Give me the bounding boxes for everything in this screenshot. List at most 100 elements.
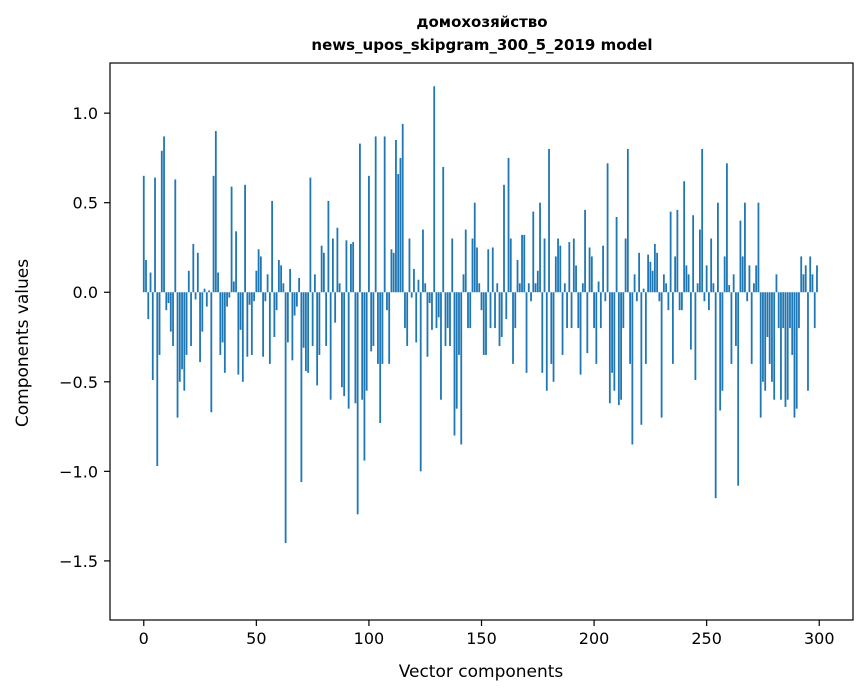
bar (185, 292, 188, 355)
bar (708, 292, 710, 311)
bar (266, 274, 269, 293)
bar (246, 292, 249, 357)
bar (489, 292, 492, 329)
bar (469, 292, 472, 329)
bar (548, 148, 550, 293)
bar (453, 292, 456, 436)
bar (739, 220, 742, 293)
bar (671, 292, 674, 364)
bar (271, 200, 274, 293)
bar (172, 292, 174, 346)
bar (557, 238, 559, 293)
bar (653, 243, 656, 293)
bar (350, 243, 352, 293)
bar (399, 157, 402, 293)
bar (406, 292, 409, 346)
bar (816, 265, 818, 293)
bar (289, 268, 292, 293)
x-tick-label: 0 (139, 629, 149, 648)
bar (390, 249, 393, 293)
bar (753, 283, 755, 293)
bars-group (142, 86, 818, 543)
bar (750, 292, 753, 364)
bar (336, 227, 339, 293)
bar (581, 283, 584, 293)
bar (363, 292, 366, 461)
bar (649, 261, 652, 293)
bar (413, 268, 415, 293)
bar (145, 260, 147, 293)
bar (169, 292, 172, 332)
bar (705, 265, 708, 293)
bar (777, 292, 780, 329)
bar (539, 202, 541, 293)
bar (809, 256, 812, 293)
bar (383, 136, 386, 293)
bar (813, 292, 816, 329)
bar (309, 177, 312, 293)
bar (595, 292, 598, 364)
bar (196, 252, 199, 293)
bar (687, 274, 690, 293)
bar (689, 292, 692, 350)
bar (214, 131, 217, 293)
bar (568, 242, 571, 293)
bar (433, 86, 436, 293)
bar (250, 292, 253, 355)
bar (230, 186, 233, 293)
bar (604, 292, 607, 302)
bar (165, 292, 168, 311)
bar (257, 249, 260, 293)
bar (181, 292, 183, 370)
bar (696, 283, 699, 293)
bar (480, 292, 483, 311)
bar (791, 292, 794, 355)
bar (647, 254, 650, 293)
bar (692, 215, 695, 293)
bar (156, 292, 159, 466)
bar (800, 256, 803, 293)
bar (187, 270, 190, 293)
bar (491, 247, 494, 293)
bar (147, 292, 150, 320)
bar (748, 265, 751, 293)
bar (658, 292, 661, 302)
bar (494, 292, 496, 329)
bar (255, 270, 258, 293)
x-tick-label: 200 (579, 629, 610, 648)
bar (730, 292, 733, 364)
bar (239, 292, 242, 330)
bar (764, 292, 767, 391)
bar (359, 143, 361, 293)
bar (798, 292, 800, 329)
bar (313, 274, 316, 293)
bar (593, 292, 595, 329)
bar (784, 292, 787, 407)
bar (624, 238, 627, 293)
bar (741, 256, 744, 293)
bar (642, 288, 645, 293)
bar (476, 247, 478, 293)
bar (570, 292, 573, 329)
bar (766, 292, 769, 338)
bar (352, 242, 355, 293)
bar (615, 217, 618, 293)
bar (563, 283, 566, 293)
bar (674, 256, 677, 293)
bar (757, 202, 760, 293)
bar (516, 260, 519, 293)
bar (793, 292, 796, 418)
bar (543, 238, 546, 293)
bar (703, 292, 706, 302)
bar (277, 260, 280, 293)
bar (273, 292, 276, 338)
bar (622, 292, 625, 329)
bar (282, 283, 285, 293)
bar (370, 292, 373, 352)
bar (444, 292, 447, 346)
bar (678, 292, 681, 311)
bar (746, 292, 749, 302)
bar (485, 292, 487, 355)
bar (527, 283, 530, 293)
